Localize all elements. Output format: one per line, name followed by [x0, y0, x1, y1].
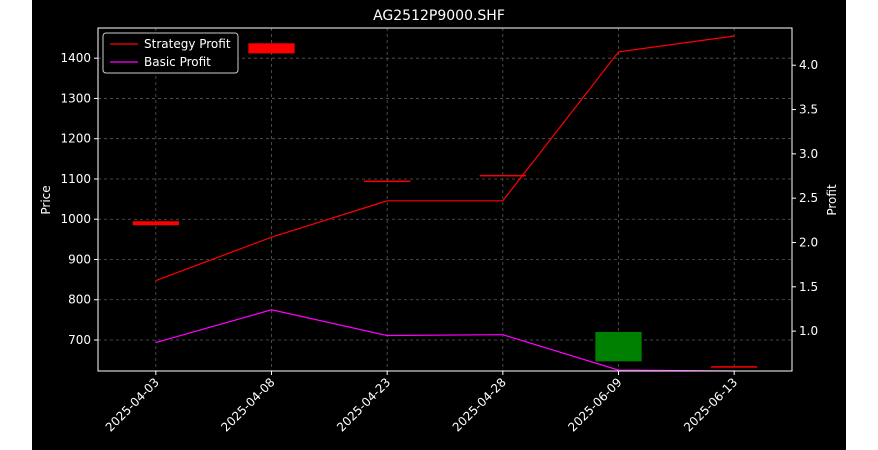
candles-group [132, 43, 758, 368]
right-tick-label: 4.0 [799, 58, 818, 72]
legend-label-basic: Basic Profit [144, 55, 211, 69]
series-line-strategy-profit [155, 35, 735, 282]
candle-2025-04-08 [248, 43, 295, 54]
y-axis-label-right: Profit [825, 184, 839, 216]
left-axis: 700 800 900 1000 1100 1200 1300 1400 [60, 51, 98, 347]
legend-box [102, 32, 239, 74]
right-tick-label: 2.0 [799, 235, 818, 249]
left-tick-label: 1200 [60, 132, 91, 146]
candle-2025-04-23 [364, 180, 411, 183]
legend-label-strategy: Strategy Profit [144, 37, 231, 51]
right-axis: 1.0 1.5 2.0 2.5 3.0 3.5 4.0 [792, 58, 818, 338]
left-tick-label: 1300 [60, 91, 91, 105]
chart-title: AG2512P9000.SHF [373, 8, 505, 24]
candle-2025-06-13 [711, 366, 758, 368]
left-tick-label: 800 [68, 293, 91, 307]
left-tick-label: 1000 [60, 212, 91, 226]
left-tick-label: 1400 [60, 51, 91, 65]
candle-2025-06-09 [595, 331, 642, 362]
plot-frame [97, 27, 793, 372]
right-tick-label: 1.5 [799, 280, 818, 294]
series-group [155, 35, 735, 372]
right-tick-label: 1.0 [799, 324, 818, 338]
y-axis-label-left: Price [39, 185, 53, 214]
right-tick-label: 2.5 [799, 191, 818, 205]
series-line-basic-profit [155, 309, 735, 372]
left-tick-label: 700 [68, 333, 91, 347]
left-tick-label: 900 [68, 252, 91, 266]
legend: Strategy Profit Basic Profit [102, 32, 239, 74]
candle-2025-04-28 [479, 174, 526, 177]
right-tick-label: 3.0 [799, 147, 818, 161]
candle-2025-04-03 [132, 221, 179, 226]
right-tick-label: 3.5 [799, 103, 818, 117]
left-tick-label: 1100 [60, 172, 91, 186]
